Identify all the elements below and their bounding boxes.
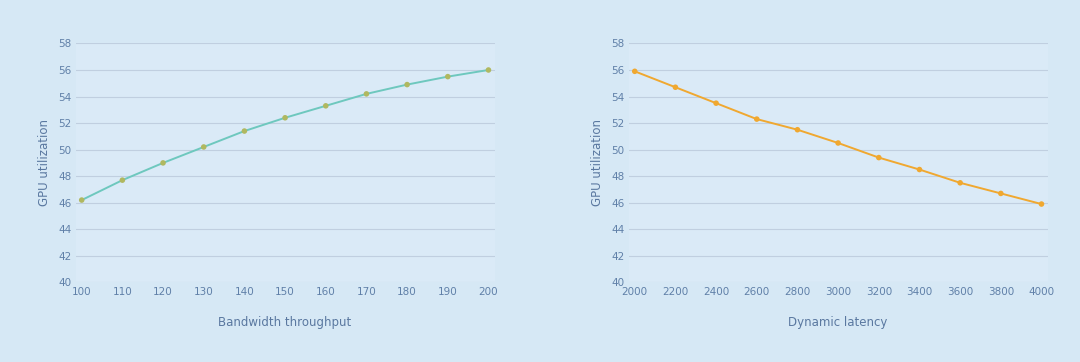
Point <box>154 160 172 166</box>
Point <box>73 197 91 203</box>
Point <box>748 116 766 122</box>
Point <box>1032 201 1050 207</box>
Point <box>993 190 1010 196</box>
X-axis label: Bandwidth throughput: Bandwidth throughput <box>218 316 352 329</box>
Point <box>788 127 806 132</box>
Point <box>276 115 294 121</box>
Point <box>113 177 131 183</box>
X-axis label: Dynamic latency: Dynamic latency <box>788 316 888 329</box>
Point <box>870 155 888 160</box>
Point <box>666 84 684 90</box>
Point <box>951 180 969 186</box>
Point <box>829 140 847 146</box>
Y-axis label: GPU utilization: GPU utilization <box>591 119 605 206</box>
Point <box>910 167 928 172</box>
Point <box>235 128 253 134</box>
Point <box>357 91 375 97</box>
Point <box>480 67 497 73</box>
Point <box>626 68 644 74</box>
Point <box>440 74 457 80</box>
Point <box>399 82 416 88</box>
Point <box>195 144 213 150</box>
Point <box>707 100 725 106</box>
Point <box>318 103 335 109</box>
Y-axis label: GPU utilization: GPU utilization <box>38 119 51 206</box>
